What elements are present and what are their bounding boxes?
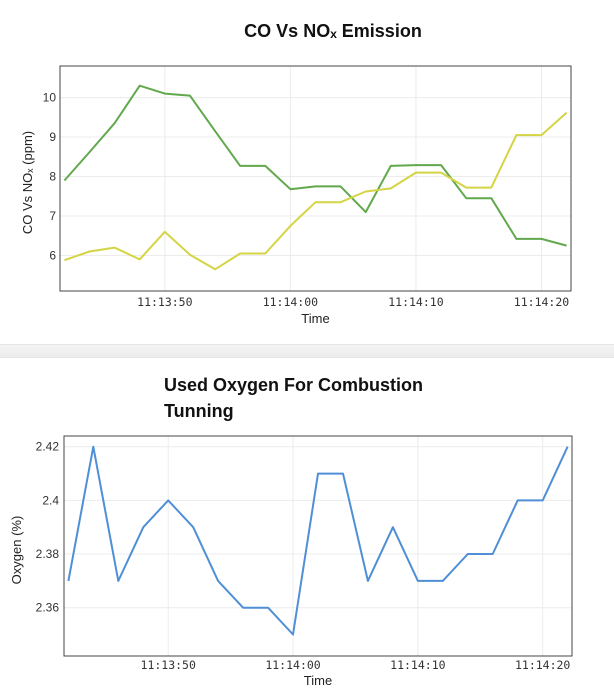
co-nox-x-axis-label: Time xyxy=(301,311,329,326)
co-nox-y-tick-label: 7 xyxy=(49,209,56,223)
co-nox-x-tick-label: 11:14:00 xyxy=(263,295,318,309)
oxygen-y-tick-label: 2.42 xyxy=(36,440,60,454)
co-nox-y-tick-label: 8 xyxy=(49,170,56,184)
oxygen-chart-title: Used Oxygen For Combustion Tunning xyxy=(164,375,424,421)
co-nox-chart: 6 7 8 9 10 11:13:50 11:14:00 11:14:10 11:14:20 Ti… xyxy=(20,65,572,326)
co-nox-chart-title: CO Vs NOₓ Emission xyxy=(244,21,422,41)
oxygen-x-tick-label: 11:13:50 xyxy=(141,658,196,672)
oxygen-x-axis-label: Time xyxy=(304,673,332,688)
oxygen-y-tick-label: 2.4 xyxy=(42,493,59,507)
oxygen-chart: 2.36 2.38 2.4 2.42 11:13:50 11:14:00 11:14:10 1… xyxy=(9,435,573,688)
oxygen-series-line-1 xyxy=(67,445,569,636)
oxygen-y-axis-label: Oxygen (%) xyxy=(9,516,24,585)
co-nox-y-axis-label: CO Vs NOₓ (ppm) xyxy=(20,131,35,234)
oxygen-plot-border xyxy=(63,435,573,657)
oxygen-x-tick-label: 11:14:10 xyxy=(390,658,445,672)
oxygen-chart-panel: Used Oxygen For Combustion Tunning 2.36 2… xyxy=(0,358,614,691)
panel-separator xyxy=(0,344,614,358)
co-nox-x-tick-label: 11:13:50 xyxy=(137,295,192,309)
co-nox-series-line-2 xyxy=(64,111,568,271)
co-nox-plot-border xyxy=(59,65,572,292)
co-nox-y-tick-label: 10 xyxy=(43,91,57,105)
oxygen-x-tick-label: 11:14:00 xyxy=(265,658,320,672)
oxygen-x-tick-label: 11:14:20 xyxy=(515,658,570,672)
co-nox-series-line-1 xyxy=(63,84,567,247)
oxygen-y-tick-label: 2.36 xyxy=(36,601,60,615)
co-nox-y-tick-label: 6 xyxy=(49,248,56,262)
oxygen-y-tick-label: 2.38 xyxy=(36,547,60,561)
co-nox-x-tick-label: 11:14:20 xyxy=(514,295,569,309)
co-nox-x-tick-label: 11:14:10 xyxy=(388,295,443,309)
co-nox-y-tick-label: 9 xyxy=(49,130,56,144)
co-nox-chart-panel: CO Vs NOₓ Emission 6 7 8 9 10 11:13:50 11:14:0… xyxy=(0,0,614,344)
